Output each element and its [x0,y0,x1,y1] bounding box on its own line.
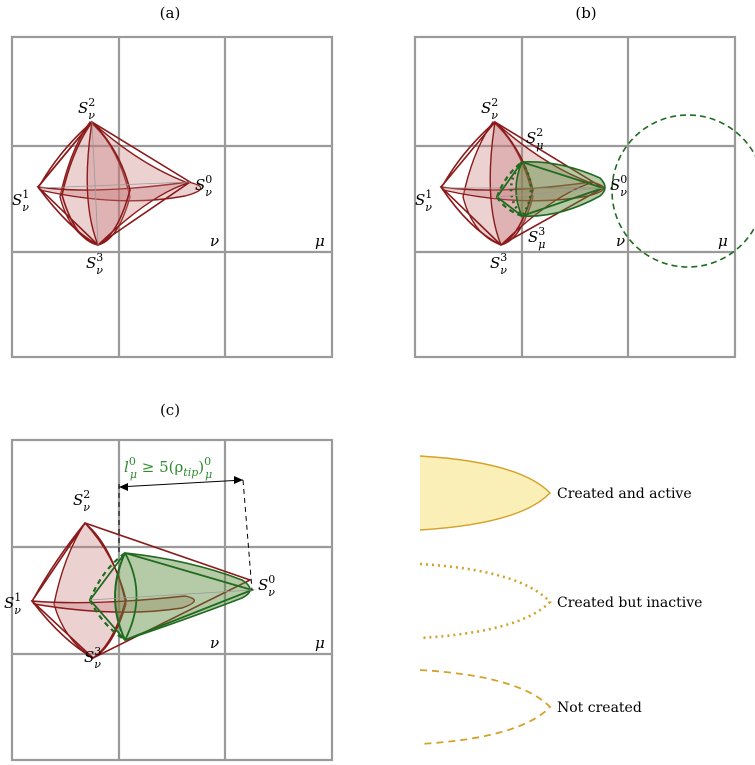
legend-item-not-created: Not created [419,669,642,745]
s0-label: S0 ν [195,173,212,199]
legend-item-created-inactive: Created but inactive [419,562,702,640]
legend-label-not-created: Not created [557,700,642,716]
panel-a-red-cone [36,120,202,247]
mu-label: μ [315,232,325,250]
legend-label-created-inactive: Created but inactive [557,595,702,611]
length-annotation: l0 μ ≥ 5(ρtip)0 μ [118,455,253,591]
s2-label: S2 ν [73,488,90,514]
panel-a-label: (a) [160,4,181,22]
panel-a-grid [10,35,334,359]
mu-label: μ [315,634,325,652]
panel-c-label: (c) [160,401,180,419]
s1-label: S1 ν [4,591,21,617]
mu-label: μ [718,232,728,250]
length-inequality: l0 μ ≥ 5(ρtip)0 μ [124,455,212,481]
s1-label: S1 ν [12,188,29,214]
s2-mu-label: S2 μ [526,126,543,152]
panel-b-red-cone [439,120,605,247]
legend: Created and active Created but inactive … [419,455,702,745]
panel-a: (a) S2 ν S0 ν S1 ν S3 ν ν μ [10,4,334,359]
panel-c-red-cone [30,521,253,659]
panel-b: (b) S2 ν [413,4,755,359]
panel-b-labels: S2 ν S2 μ S0 ν S1 ν S3 μ S3 ν ν μ [415,96,728,277]
panel-b-dashed-circle [611,114,755,268]
s1-label: S1 ν [415,188,432,214]
nu-label: ν [210,232,219,250]
legend-item-created-active: Created and active [419,455,692,531]
s3-label: S3 ν [86,251,103,277]
nu-label: ν [210,634,219,652]
s3-mu-label: S3 μ [528,225,545,251]
s3-label: S3 ν [490,251,507,277]
s2-label: S2 ν [481,96,498,122]
s2-label: S2 ν [78,96,95,122]
panel-c-green-cone [88,551,255,642]
panel-c: (c) [4,401,334,762]
s3-label: S3 ν [84,645,101,671]
s0-label: S0 ν [258,573,275,599]
s0-label: S0 ν [610,173,627,199]
panel-c-labels: S2 ν S0 ν S1 ν S3 ν ν μ [4,488,325,671]
panel-b-grid [413,35,737,359]
panel-b-label: (b) [575,4,596,22]
legend-label-created-active: Created and active [557,486,692,502]
panel-b-green-cone [495,160,606,218]
nu-label: ν [616,232,625,250]
panel-a-labels: S2 ν S0 ν S1 ν S3 ν ν μ [12,96,325,277]
